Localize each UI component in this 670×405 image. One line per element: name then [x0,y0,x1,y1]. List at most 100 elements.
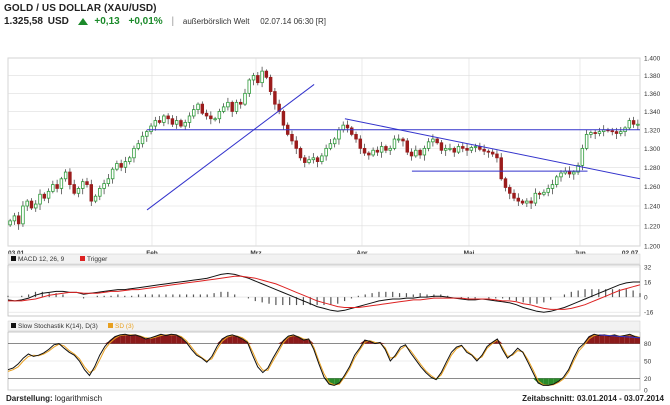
candle-down [375,149,380,153]
candle-up [251,75,256,81]
candle-down [537,192,542,195]
candle-up [102,183,106,189]
timestamp: 02.07.14 06:30 [R] [260,17,327,26]
stoch-overbought-fill [298,337,304,344]
candle-up [106,178,111,184]
candle-down [350,127,354,135]
stoch-overbought-fill [120,334,126,344]
price-y-tick: 1.300 [644,146,661,153]
macd-y-tick: 32 [644,264,652,271]
candle-up [140,135,145,145]
candle-up [25,200,29,207]
stoch-d-legend-label: SD (3) [115,323,134,330]
candle-up [448,147,452,150]
candle-down [439,142,444,151]
candle-up [546,188,550,193]
price-y-tick: 1.340 [644,109,661,116]
candle-up [98,188,102,197]
candle-up [149,125,153,133]
stoch-y-tick: 50 [644,359,652,366]
change-absolute: +0,13 [94,16,120,27]
stoch-overbought-fill [125,334,131,344]
candle-down [268,76,273,92]
candle-up [110,168,115,180]
candle-down [631,120,636,125]
stoch-overbought-fill [594,334,600,344]
candle-down [512,192,516,199]
stoch-overbought-fill [135,334,141,344]
candle-up [443,147,448,151]
candle-down [482,148,486,152]
candle-up [473,146,478,148]
macd-line [7,272,640,313]
stoch-overbought-fill [160,334,166,344]
candle-down [230,101,234,112]
candle-up [341,124,345,131]
stoch-overbought-fill [604,334,610,344]
candle-down [16,215,21,225]
stoch-overbought-fill [115,334,121,344]
candle-up [597,131,602,134]
candle-up [187,115,192,123]
candle-down [303,157,307,163]
price-x-tick: Apr [356,250,368,257]
stoch-overbought-fill [629,334,635,344]
candle-down [29,200,34,209]
candle-up [572,171,576,175]
candle-up [414,149,418,157]
candle-up [619,131,623,134]
price-y-tick: 1.200 [644,244,661,251]
trigger-legend-swatch [80,256,85,261]
candle-up [324,147,328,157]
candle-up [311,157,316,161]
candle-up [371,149,375,156]
stoch-oversold-fill [553,378,559,385]
candle-down [614,131,619,134]
price-y-tick: 1.400 [644,56,661,63]
candle-up [533,192,538,204]
candle-down [157,120,162,123]
candle-up [332,138,337,145]
time-range-value: 03.01.2014 - 03.07.2014 [576,394,664,403]
price-y-tick: 1.280 [644,165,661,172]
stoch-overbought-fill [216,338,223,344]
candle-up [584,133,589,149]
candle-down [503,178,508,188]
candle-down [358,138,363,149]
candle-up [388,147,392,151]
candle-up [63,171,68,180]
candle-up [426,141,431,149]
candle-down [85,181,89,185]
candle-up [213,118,217,121]
candle-up [576,164,580,173]
candle-up [8,220,12,226]
macd-y-tick: -16 [644,310,654,317]
candle-up [153,120,158,127]
macd-y-tick: 0 [644,295,648,302]
trigger-legend-label: Trigger [87,256,108,263]
stoch-y-tick: 80 [644,341,652,348]
up-arrow-icon [77,18,88,25]
candle-down [610,130,614,133]
candle-down [495,153,499,159]
candle-up [431,138,435,143]
candle-down [55,184,59,189]
currency-label: USD [47,16,69,27]
candle-up [422,147,427,156]
stoch-overbought-fill [619,335,625,344]
candle-up [469,147,474,151]
time-range: Zeitabschnitt: 03.01.2014 - 03.07.2014 [522,394,664,403]
candle-up [115,163,119,170]
candle-down [490,151,495,155]
candle-up [559,172,563,178]
candle-down [418,149,422,156]
candle-down [72,184,76,194]
stoch-k-legend-swatch [11,323,16,328]
candle-down [520,200,525,204]
candle-up [93,195,98,202]
candle-up [243,92,247,105]
candle-down [290,133,294,142]
candle-down [204,112,209,117]
last-price: 1.325,58 [4,16,43,27]
stoch-legend-bar [7,320,641,332]
